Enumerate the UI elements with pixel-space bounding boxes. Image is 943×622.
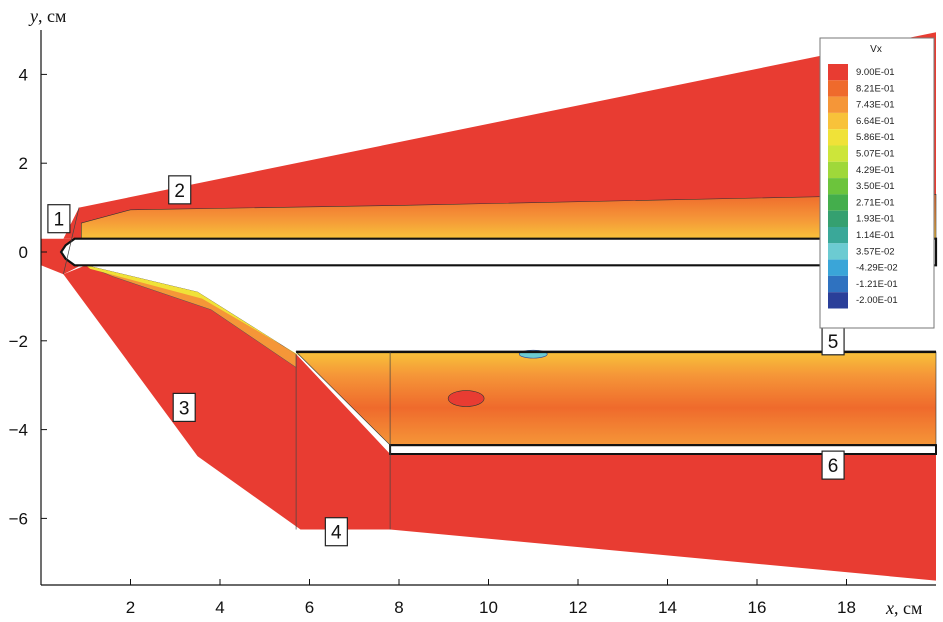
- legend-swatch: [828, 194, 848, 211]
- callout-box: [324, 517, 348, 547]
- channel-vortex-core: [447, 390, 485, 407]
- y-axis-label: y, см: [28, 6, 66, 26]
- legend-level: 5.86E-01: [856, 132, 895, 143]
- legend-swatch: [828, 112, 848, 130]
- legend-level: 8.21E-01: [856, 83, 895, 94]
- legend-swatch: [828, 243, 848, 260]
- x-axis-label: x, см: [885, 598, 922, 618]
- region-label-3: 3: [172, 392, 196, 422]
- region-label-1: 1: [47, 204, 71, 234]
- legend-swatch: [828, 292, 848, 309]
- legend-level: -4.29E-02: [856, 263, 898, 274]
- flow-field: [41, 32, 938, 581]
- legend-level: 7.43E-01: [856, 100, 895, 111]
- legend-title: Vx: [870, 44, 882, 55]
- x-axis-unit: , см: [894, 598, 922, 618]
- callout-number: 4: [331, 523, 342, 544]
- legend-swatch: [828, 275, 848, 293]
- x-tick-label: 8: [394, 598, 403, 617]
- legend-swatch: [828, 227, 848, 244]
- channel-region: [295, 351, 937, 446]
- legend-level: 3.57E-02: [856, 246, 895, 257]
- central-body: [59, 237, 938, 267]
- legend-level: 3.50E-01: [856, 181, 895, 192]
- region-label-4: 4: [324, 517, 348, 547]
- legend-swatch: [828, 259, 848, 276]
- legend-swatch: [828, 80, 848, 97]
- legend-level: -1.21E-01: [856, 279, 898, 290]
- y-axis-symbol: y: [28, 6, 38, 26]
- y-tick-label: 2: [19, 154, 28, 173]
- lower-shock-region: [63, 265, 936, 581]
- legend-level: 9.00E-01: [856, 67, 895, 78]
- callout-number: 3: [179, 398, 190, 419]
- region-label-6: 6: [821, 450, 845, 480]
- colorbar-legend: Vx 9.00E-01 8.21E-01 7.43E-01 6.64E-01 5.86E…: [819, 37, 935, 329]
- legend-level: 1.93E-01: [856, 214, 895, 225]
- x-tick-label: 16: [748, 598, 767, 617]
- callout-number: 2: [174, 181, 185, 202]
- x-tick-label: 2: [126, 598, 135, 617]
- callout-number: 1: [54, 210, 65, 231]
- legend-swatch: [828, 210, 848, 227]
- legend-level: 2.71E-01: [856, 197, 895, 208]
- y-axis-unit: , см: [38, 6, 66, 26]
- legend-level: 1.14E-01: [856, 230, 895, 241]
- legend-swatch: [828, 64, 848, 81]
- upper-wedge-region: [63, 32, 936, 239]
- legend-swatch: [828, 145, 848, 162]
- legend-level: 4.29E-01: [856, 165, 895, 176]
- callout-number: 5: [828, 332, 839, 353]
- y-tick-label: −2: [9, 332, 28, 351]
- legend-swatch: [828, 178, 848, 195]
- legend-swatch: [828, 96, 848, 113]
- legend-swatch: [828, 161, 848, 179]
- block-line: [63, 207, 80, 275]
- x-tick-label: 12: [569, 598, 588, 617]
- callout-box: [172, 392, 196, 422]
- callout-number: 6: [828, 456, 839, 477]
- callout-box: [47, 204, 71, 234]
- y-tick-label: −4: [9, 421, 28, 440]
- region-label-2: 2: [168, 175, 192, 205]
- x-tick-label: 14: [658, 598, 677, 617]
- x-tick-label: 6: [305, 598, 314, 617]
- x-tick-label: 10: [479, 598, 498, 617]
- region-label-5: 5: [821, 326, 845, 356]
- legend-level: 6.64E-01: [856, 116, 895, 127]
- lower-insert-body: [389, 444, 937, 455]
- callout-box: [168, 175, 192, 205]
- x-tick-label: 18: [837, 598, 856, 617]
- callout-box: [821, 450, 845, 480]
- y-tick-label: 0: [19, 243, 28, 262]
- y-tick-label: 4: [19, 65, 28, 84]
- legend-level: -2.00E-01: [856, 295, 898, 306]
- region-labels: 1 2 3 4 5 6: [47, 175, 845, 547]
- axes: [40, 30, 936, 586]
- x-axis-symbol: x: [885, 598, 894, 618]
- x-tick-label: 4: [215, 598, 224, 617]
- legend-level: 5.07E-01: [856, 149, 895, 160]
- y-tick-label: −6: [9, 509, 28, 528]
- legend-swatch: [828, 129, 848, 146]
